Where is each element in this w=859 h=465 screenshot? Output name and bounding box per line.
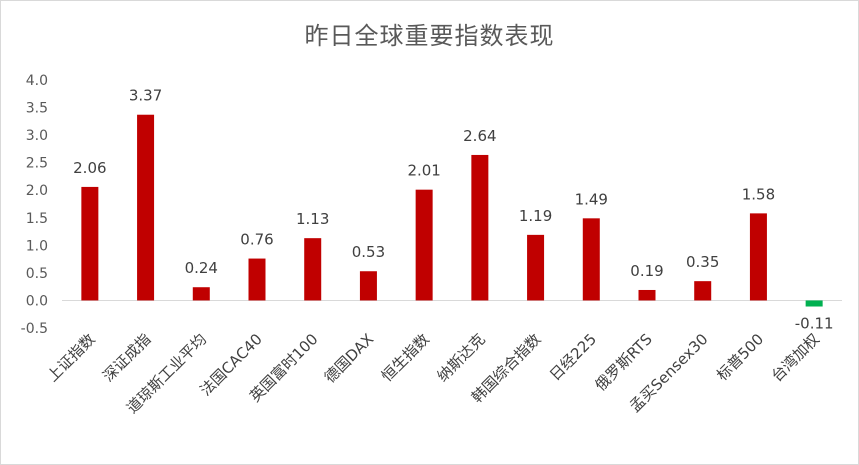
data-label: 1.49 [575, 190, 608, 208]
data-label: 3.37 [129, 87, 162, 105]
bar [638, 289, 656, 301]
category-label: 标普500 [713, 330, 767, 384]
data-label: 0.76 [240, 231, 273, 249]
y-tick-label: 3.5 [26, 101, 48, 117]
y-tick-label: 0.0 [26, 293, 48, 309]
bar [359, 271, 377, 301]
y-tick-label: 2.0 [26, 183, 48, 199]
bar [192, 287, 210, 301]
y-tick-label: 3.0 [26, 128, 48, 144]
category-label: 纳斯达克 [434, 330, 489, 385]
bar [81, 186, 99, 301]
category-label: 上证指数 [44, 330, 99, 385]
bar [415, 189, 433, 301]
data-label: 2.01 [407, 162, 440, 180]
category-label: 日经225 [546, 330, 600, 384]
bar [694, 281, 712, 301]
y-tick-label: -0.5 [21, 321, 48, 337]
bar [749, 213, 767, 301]
data-label: 0.24 [185, 259, 218, 277]
y-tick-label: 0.5 [26, 266, 48, 282]
bar [805, 300, 823, 307]
data-label: 0.19 [630, 262, 663, 280]
y-tick-label: 1.0 [26, 238, 48, 254]
y-tick-label: 2.5 [26, 156, 48, 172]
y-tick-label: 4.0 [26, 73, 48, 89]
bar [304, 238, 322, 301]
data-label: 0.35 [686, 253, 719, 271]
data-label: 1.58 [742, 185, 775, 203]
y-tick-label: 1.5 [26, 211, 48, 227]
data-label: -0.11 [795, 315, 834, 333]
data-label: 1.13 [296, 210, 329, 228]
bar [248, 258, 266, 301]
chart-title: 昨日全球重要指数表现 [304, 22, 555, 50]
category-label: 恒生指数 [378, 330, 433, 385]
bar [471, 154, 489, 301]
bar [582, 218, 600, 301]
data-label: 0.53 [352, 243, 385, 261]
category-label: 德国DAX [321, 330, 377, 386]
category-label: 深证成指 [99, 330, 154, 385]
data-label: 1.19 [519, 207, 552, 225]
data-label: 2.06 [73, 159, 106, 177]
bar [137, 114, 155, 301]
bar [527, 234, 545, 301]
data-label: 2.64 [463, 127, 496, 145]
category-label: 台湾加权 [768, 330, 823, 385]
